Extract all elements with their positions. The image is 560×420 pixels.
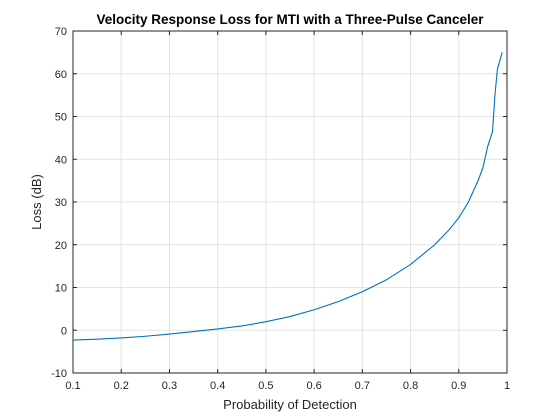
x-tick-label: 0.4 [210,380,225,392]
y-tick-label: 70 [55,26,67,38]
y-tick-label: 60 [55,69,67,81]
x-tick-label: 0.2 [114,380,129,392]
grid-lines [72,30,508,374]
y-tick-label: 10 [55,283,67,295]
chart-title: Velocity Response Loss for MTI with a Th… [96,12,484,27]
y-tick-label: 40 [55,154,67,166]
y-tick-label: 50 [55,112,67,124]
y-tick-label: 0 [61,325,67,337]
x-ticks: 0.1 0.2 0.3 0.4 0.5 0.6 0.7 0.8 0.9 1 [65,31,510,392]
y-tick-label: 30 [55,197,67,209]
x-tick-label: 0.6 [306,380,321,392]
y-ticks: -10 0 10 20 30 40 50 60 70 [51,26,507,380]
x-tick-label: 0.3 [162,380,177,392]
y-tick-label: -10 [51,368,67,380]
x-tick-label: 0.9 [451,380,466,392]
x-tick-label: 0.1 [65,380,80,392]
x-tick-label: 0.8 [403,380,418,392]
x-axis-label: Probability of Detection [223,397,357,412]
y-axis-label: Loss (dB) [29,174,44,230]
y-tick-label: 20 [55,240,67,252]
x-tick-label: 1 [504,380,510,392]
x-tick-label: 0.5 [258,380,273,392]
x-tick-label: 0.7 [355,380,370,392]
loss-curve [72,52,503,341]
